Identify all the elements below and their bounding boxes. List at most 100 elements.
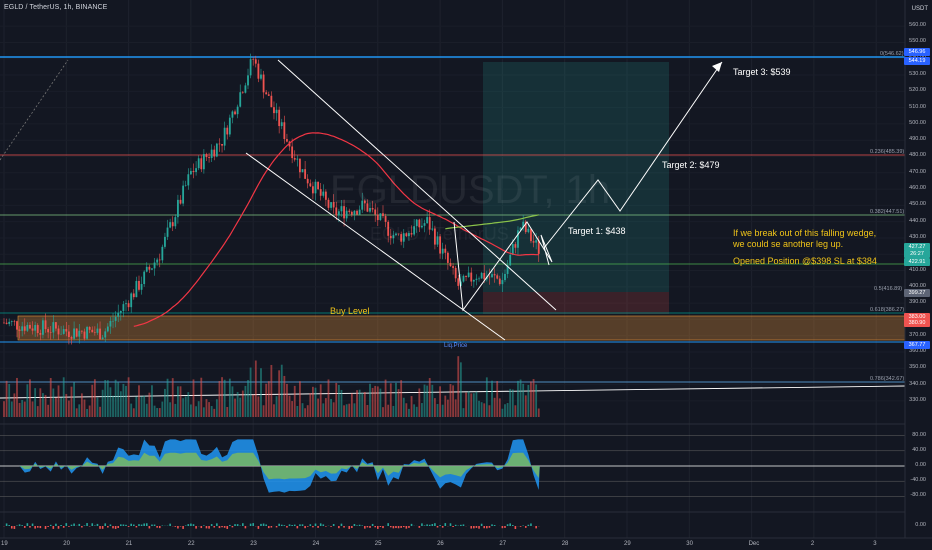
- osc-tick: 80.00: [912, 431, 926, 438]
- volume-bar: [177, 386, 179, 417]
- histogram-bar: [112, 526, 114, 529]
- osc-wave-green: [4, 452, 540, 480]
- position-note[interactable]: Opened Position @$398 SL at $384: [733, 256, 877, 266]
- candle-body: [361, 200, 364, 210]
- candle-body: [527, 228, 530, 233]
- candle-body: [454, 267, 457, 279]
- histogram-bar: [91, 523, 94, 526]
- volume-bar: [491, 380, 493, 417]
- histogram-bar: [343, 526, 345, 528]
- price-tick: 550.00: [909, 38, 926, 45]
- volume-bar: [511, 389, 514, 417]
- volume-bar: [530, 381, 532, 417]
- volume-bar: [384, 379, 387, 417]
- histogram-bar: [340, 523, 343, 526]
- histogram-bar: [60, 524, 62, 526]
- candle-body: [421, 225, 423, 228]
- candle-body: [265, 92, 268, 95]
- dotted-trend-line[interactable]: [0, 59, 69, 161]
- histogram-bar: [270, 526, 273, 528]
- volume-bar: [478, 400, 480, 417]
- candle-body: [254, 59, 257, 64]
- oscillator-panel[interactable]: [0, 435, 905, 497]
- time-tick: 25: [374, 541, 382, 547]
- time-tick: 20: [63, 541, 70, 547]
- target-3-label[interactable]: Target 3: $539: [733, 67, 791, 77]
- volume-bar: [80, 393, 83, 417]
- histogram-bar: [8, 525, 10, 526]
- buy-level-label[interactable]: Buy Level: [330, 306, 370, 316]
- histogram-bar: [382, 526, 384, 529]
- histogram-bar: [332, 524, 335, 526]
- candle-body: [5, 322, 8, 324]
- candle-body: [337, 211, 340, 216]
- candle-body: [127, 303, 130, 308]
- volume-bar: [459, 362, 462, 417]
- moving-average-green[interactable]: [445, 214, 539, 230]
- price-zigzag[interactable]: [453, 221, 553, 312]
- candle-body: [8, 321, 11, 324]
- volume-bar: [301, 403, 304, 417]
- candle-body: [330, 202, 332, 208]
- price-tick: 350.00: [909, 364, 926, 371]
- histogram-panel[interactable]: [3, 523, 540, 529]
- buy-level-zone[interactable]: [17, 315, 909, 341]
- volume-bar: [205, 399, 208, 417]
- volume-bar: [501, 408, 504, 417]
- volume-bar: [514, 405, 517, 417]
- histogram-bar: [377, 526, 379, 529]
- volume-bar: [335, 382, 338, 417]
- projection-path[interactable]: [543, 61, 723, 249]
- volume-bar: [96, 397, 99, 417]
- volume-bar: [106, 380, 109, 417]
- histogram-bar: [65, 523, 68, 526]
- volume-bar: [485, 377, 488, 417]
- candle-body: [184, 185, 187, 187]
- candle-body: [112, 320, 114, 322]
- histogram-bar: [400, 526, 402, 528]
- histogram-bar: [10, 526, 13, 529]
- candle-body: [226, 127, 229, 135]
- histogram-bar: [158, 526, 161, 529]
- volume-bar: [345, 404, 348, 417]
- volume-bar: [254, 360, 257, 417]
- histogram-bar: [480, 523, 483, 526]
- histogram-bar: [436, 526, 439, 528]
- volume-bar: [228, 378, 231, 417]
- histogram-bar: [470, 526, 473, 529]
- volume-bar: [202, 407, 205, 417]
- histogram-bar: [449, 523, 452, 526]
- volume-bar: [509, 388, 512, 417]
- candle-body: [423, 223, 426, 226]
- target-2-label[interactable]: Target 2: $479: [662, 160, 720, 170]
- symbol-header[interactable]: EGLD / TetherUS, 1h, BINANCE: [4, 4, 108, 11]
- position-loss-zone[interactable]: [483, 292, 669, 314]
- time-tick: 3: [873, 541, 877, 547]
- candle-body: [270, 95, 273, 108]
- volume-bar: [241, 390, 244, 417]
- histogram-bar: [96, 523, 99, 526]
- candle-body: [522, 221, 525, 228]
- candle-body: [62, 329, 65, 334]
- volume-bar: [247, 380, 249, 417]
- volume-bar: [524, 395, 527, 417]
- candle-body: [218, 143, 221, 145]
- volume-bar: [356, 390, 358, 417]
- volume-bar: [387, 404, 390, 417]
- wedge-lower-line[interactable]: [245, 152, 506, 341]
- candle-body: [358, 209, 361, 215]
- fib-label-05: 0.5(416.89): [874, 286, 903, 292]
- target-1-label[interactable]: Target 1: $438: [568, 226, 626, 236]
- volume-bar: [311, 386, 314, 417]
- candle-body: [117, 312, 120, 317]
- candle-body: [239, 92, 242, 107]
- breakout-note-line1: If we break out of this falling wedge,: [733, 228, 877, 238]
- position-profit-zone[interactable]: [483, 62, 669, 292]
- candle-body: [228, 117, 231, 135]
- volume-bar: [423, 384, 426, 417]
- histogram-bar: [156, 526, 158, 528]
- breakout-note[interactable]: If we break out of this falling wedge, w…: [733, 228, 876, 250]
- candle-body: [234, 111, 236, 115]
- wedge-upper-line[interactable]: [277, 59, 557, 311]
